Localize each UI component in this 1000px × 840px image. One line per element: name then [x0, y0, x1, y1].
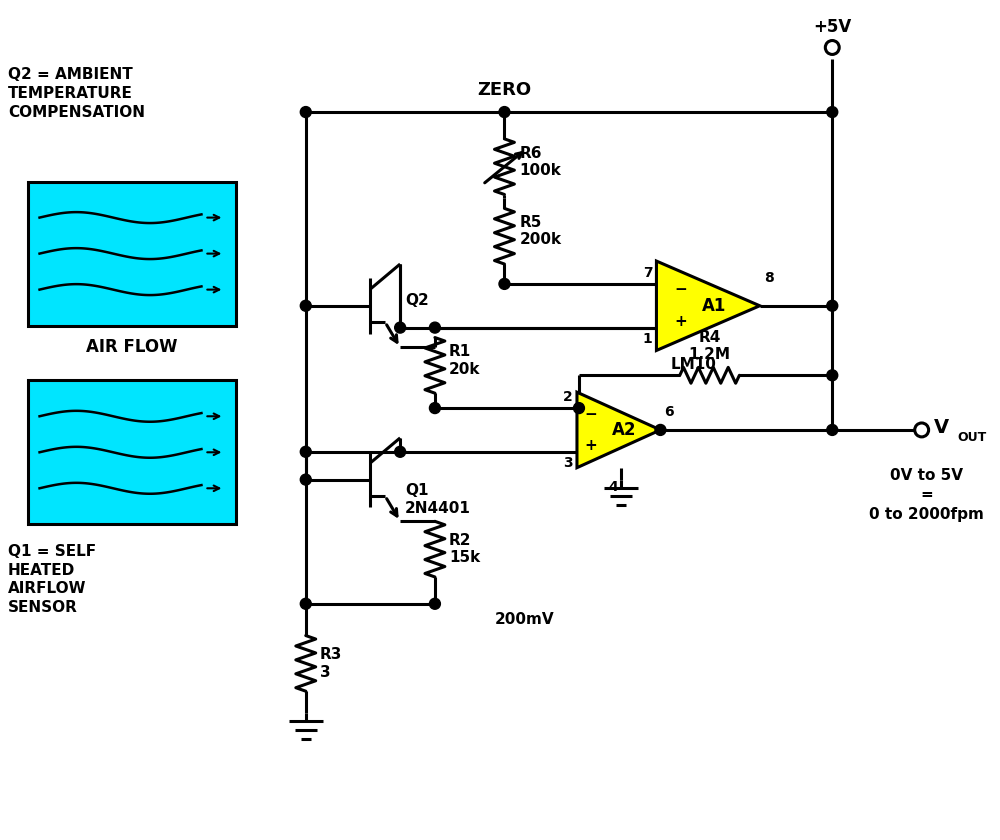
Text: A2: A2	[612, 421, 637, 439]
Circle shape	[827, 107, 838, 118]
Text: R3
3: R3 3	[320, 647, 342, 680]
Text: +: +	[674, 314, 687, 329]
Text: OUT: OUT	[957, 432, 987, 444]
Text: Q2: Q2	[405, 293, 429, 308]
Text: R2
15k: R2 15k	[449, 533, 480, 565]
Circle shape	[429, 323, 440, 333]
Text: Q1 = SELF
HEATED
AIRFLOW
SENSOR: Q1 = SELF HEATED AIRFLOW SENSOR	[8, 544, 96, 615]
Bar	[28, 181, 236, 326]
Text: A1: A1	[702, 297, 726, 315]
Circle shape	[429, 598, 440, 609]
Circle shape	[395, 323, 406, 333]
Text: 200mV: 200mV	[495, 612, 554, 627]
Polygon shape	[577, 392, 660, 468]
Circle shape	[429, 402, 440, 413]
Text: Q1
2N4401: Q1 2N4401	[405, 483, 471, 516]
Text: R4
1.2M: R4 1.2M	[689, 330, 731, 362]
Text: +5V: +5V	[813, 18, 851, 35]
Circle shape	[300, 300, 311, 312]
Text: +: +	[584, 438, 597, 454]
Polygon shape	[656, 261, 760, 350]
Text: AIR FLOW: AIR FLOW	[86, 338, 178, 355]
Circle shape	[827, 300, 838, 312]
Text: −: −	[674, 282, 687, 297]
Circle shape	[300, 474, 311, 485]
Text: R1
20k: R1 20k	[449, 344, 480, 376]
Circle shape	[573, 402, 584, 413]
Text: 8: 8	[764, 271, 773, 285]
Circle shape	[300, 598, 311, 609]
Text: 3: 3	[563, 456, 573, 470]
Text: 1: 1	[643, 332, 652, 345]
Circle shape	[827, 424, 838, 435]
Text: 0V to 5V
=
0 to 2000fpm: 0V to 5V = 0 to 2000fpm	[869, 468, 984, 522]
Text: ZERO: ZERO	[477, 81, 532, 99]
Text: 6: 6	[664, 405, 674, 419]
Circle shape	[655, 424, 666, 435]
Text: Q2 = AMBIENT
TEMPERATURE
COMPENSATION: Q2 = AMBIENT TEMPERATURE COMPENSATION	[8, 67, 145, 119]
Text: 7: 7	[643, 266, 652, 280]
Bar	[28, 381, 236, 524]
Text: V: V	[934, 418, 949, 438]
Text: R5
200k: R5 200k	[519, 215, 561, 248]
Text: 4: 4	[609, 480, 619, 494]
Text: LM10: LM10	[670, 357, 716, 372]
Text: R6
100k: R6 100k	[519, 145, 561, 178]
Circle shape	[300, 107, 311, 118]
Text: 2: 2	[563, 390, 573, 404]
Circle shape	[827, 370, 838, 381]
Circle shape	[499, 107, 510, 118]
Circle shape	[395, 446, 406, 457]
Circle shape	[300, 446, 311, 457]
Text: −: −	[584, 407, 597, 422]
Circle shape	[499, 278, 510, 289]
